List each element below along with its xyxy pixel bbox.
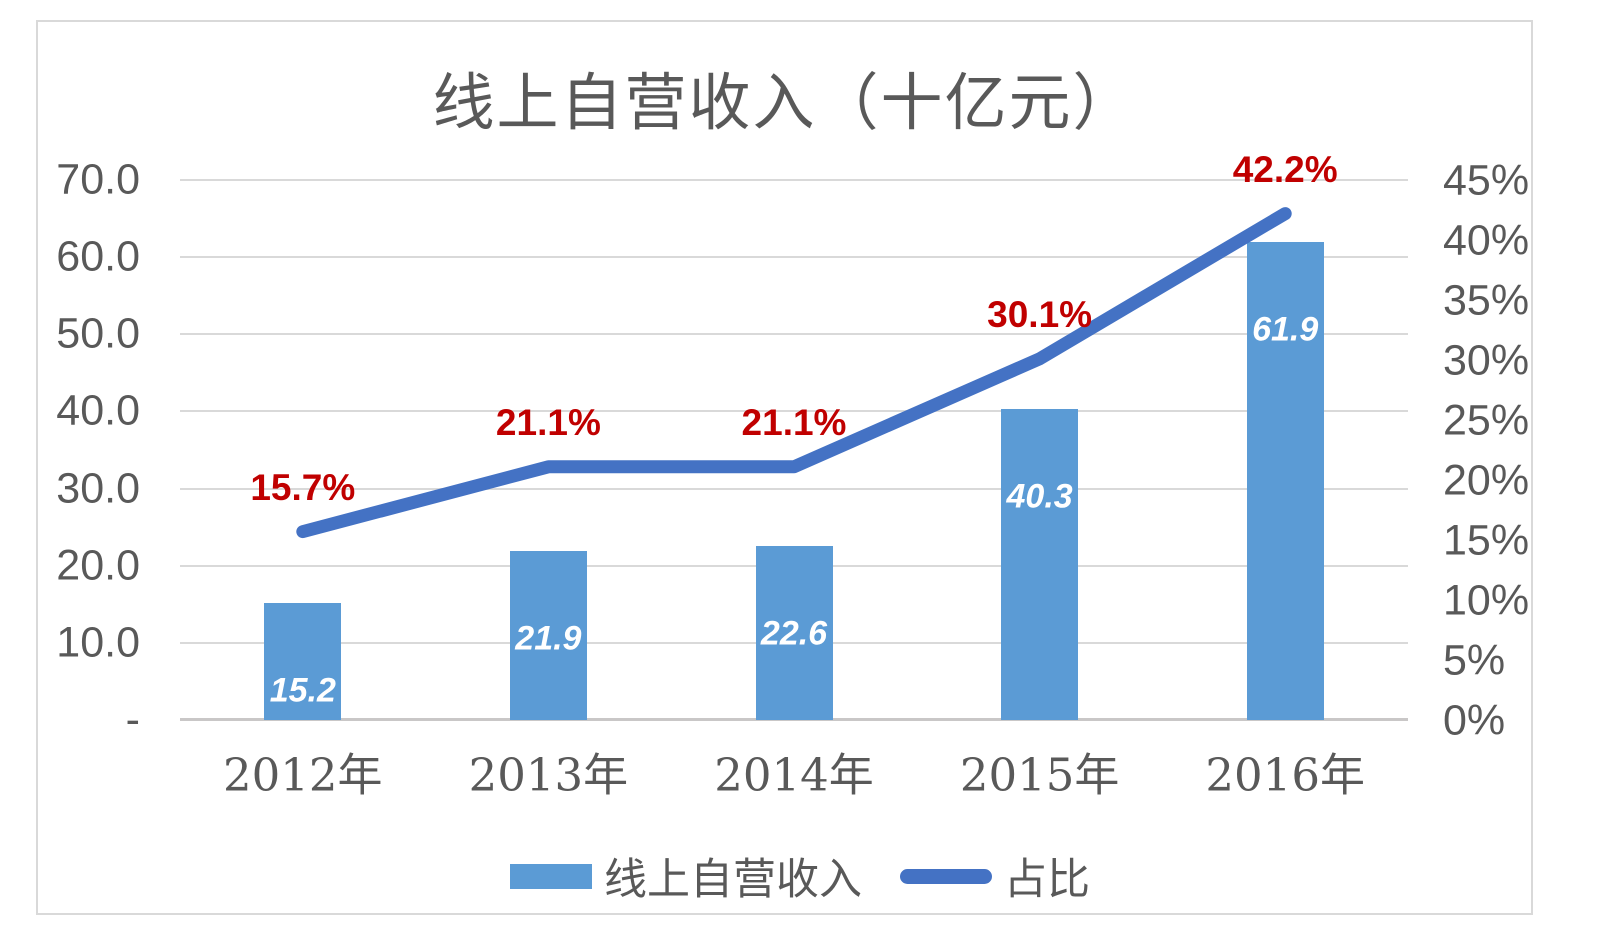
y-axis-tick-label: 40.0 xyxy=(56,386,140,435)
x-axis-label: 2013年 xyxy=(468,748,629,802)
bar-value-label: 15.2 xyxy=(269,671,336,710)
gridline xyxy=(180,487,1408,490)
legend-item-line: 占比 xyxy=(900,845,1090,907)
y-axis-tick-label: 10.0 xyxy=(56,618,140,667)
bar-value-label: 61.9 xyxy=(1252,310,1319,349)
y-axis-tick-label: 20.0 xyxy=(56,541,140,590)
bar xyxy=(1001,409,1079,720)
y-axis-tick-label: 30.0 xyxy=(56,464,140,513)
chart-title: 线上自营收入（十亿元） xyxy=(432,66,1137,139)
right-axis-tick-label: 25% xyxy=(1443,396,1530,445)
x-axis-label: 2016年 xyxy=(1205,748,1365,802)
bar xyxy=(509,551,587,720)
y-axis-tick-label: - xyxy=(125,695,140,744)
percent-label: 21.1% xyxy=(495,401,601,443)
legend-bar-label: 线上自营收入 xyxy=(604,855,862,905)
bar-value-label: 22.6 xyxy=(760,614,828,653)
percent-label: 30.1% xyxy=(987,293,1093,335)
y-axis-tick-label: 50.0 xyxy=(56,309,140,358)
percent-label: 21.1% xyxy=(741,401,847,443)
legend: 线上自营收入 占比 xyxy=(0,845,1600,907)
right-axis-tick-label: 45% xyxy=(1443,156,1530,205)
percent-label: 15.7% xyxy=(250,466,356,508)
bar-value-label: 21.9 xyxy=(515,619,582,658)
y-axis-tick-label: 60.0 xyxy=(56,232,140,281)
right-axis-tick-label: 35% xyxy=(1443,276,1530,325)
percent-label: 42.2% xyxy=(1232,148,1338,190)
right-axis-tick-label: 30% xyxy=(1443,336,1530,385)
x-axis-label: 2012年 xyxy=(223,748,383,802)
y-axis-tick-label: 70.0 xyxy=(56,155,140,204)
right-axis-tick-label: 20% xyxy=(1443,456,1530,505)
gridline xyxy=(180,333,1408,336)
legend-line-swatch xyxy=(900,868,992,884)
right-axis-tick-label: 15% xyxy=(1443,516,1530,565)
bar-value-label: 40.3 xyxy=(1006,477,1073,516)
x-axis-label: 2015年 xyxy=(959,748,1120,802)
legend-bar-swatch xyxy=(510,863,592,889)
bar xyxy=(755,545,833,720)
right-axis-tick-label: 40% xyxy=(1443,216,1530,265)
right-axis-tick-label: 5% xyxy=(1443,636,1506,685)
right-axis-tick-label: 0% xyxy=(1443,696,1506,745)
x-axis-label: 2014年 xyxy=(714,748,874,802)
legend-item-bar: 线上自营收入 xyxy=(510,845,862,907)
gridline xyxy=(180,256,1408,259)
bar xyxy=(264,602,342,720)
legend-line-label: 占比 xyxy=(1004,855,1090,905)
right-axis-tick-label: 10% xyxy=(1443,576,1530,625)
gridline xyxy=(180,179,1408,181)
